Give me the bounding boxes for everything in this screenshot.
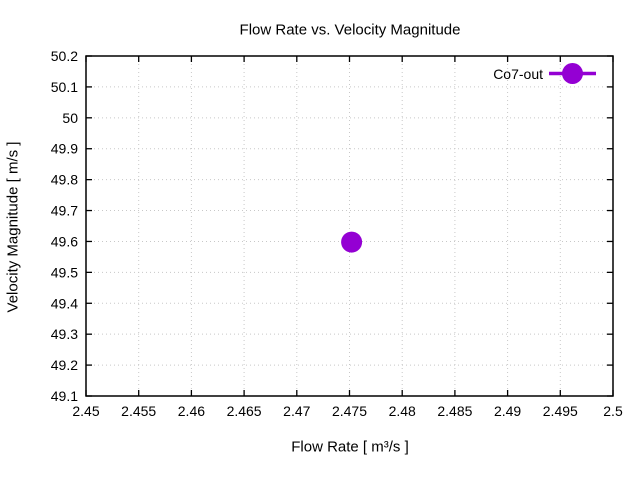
y-tick-label: 50 (62, 110, 78, 126)
chart-title: Flow Rate vs. Velocity Magnitude (239, 21, 461, 39)
plot-border (85, 55, 614, 397)
y-tick-label: 49.4 (51, 295, 78, 311)
y-tick-label: 49.3 (51, 326, 78, 342)
x-tick-label: 2.49 (494, 403, 521, 419)
y-tick-label: 49.8 (51, 172, 78, 188)
x-tick-label: 2.46 (178, 403, 205, 419)
y-tick-label: 49.2 (51, 357, 78, 373)
y-tick-label: 49.5 (51, 264, 78, 280)
legend-marker (562, 63, 583, 84)
x-tick-label: 2.47 (283, 403, 310, 419)
y-tick-label: 49.6 (51, 233, 78, 249)
x-tick-label: 2.485 (437, 403, 472, 419)
y-tick-label: 50.2 (51, 48, 78, 64)
y-tick-label: 49.9 (51, 141, 78, 157)
x-tick-label: 2.48 (389, 403, 416, 419)
x-tick-label: 2.495 (543, 403, 578, 419)
legend-label: Co7-out (493, 66, 543, 82)
x-tick-label: 2.465 (227, 403, 262, 419)
x-tick-label: 2.5 (603, 403, 623, 419)
y-tick-label: 50.1 (51, 79, 78, 95)
data-point (341, 231, 363, 253)
x-tick-label: 2.475 (332, 403, 367, 419)
x-axis-label: Flow Rate [ m³/s ] (291, 438, 409, 456)
x-tick-label: 2.45 (72, 403, 99, 419)
x-tick-label: 2.455 (121, 403, 156, 419)
y-tick-label: 49.7 (51, 203, 78, 219)
y-tick-label: 49.1 (51, 388, 78, 404)
y-axis-label: Velocity Magnitude [ m/s ] (4, 141, 22, 313)
